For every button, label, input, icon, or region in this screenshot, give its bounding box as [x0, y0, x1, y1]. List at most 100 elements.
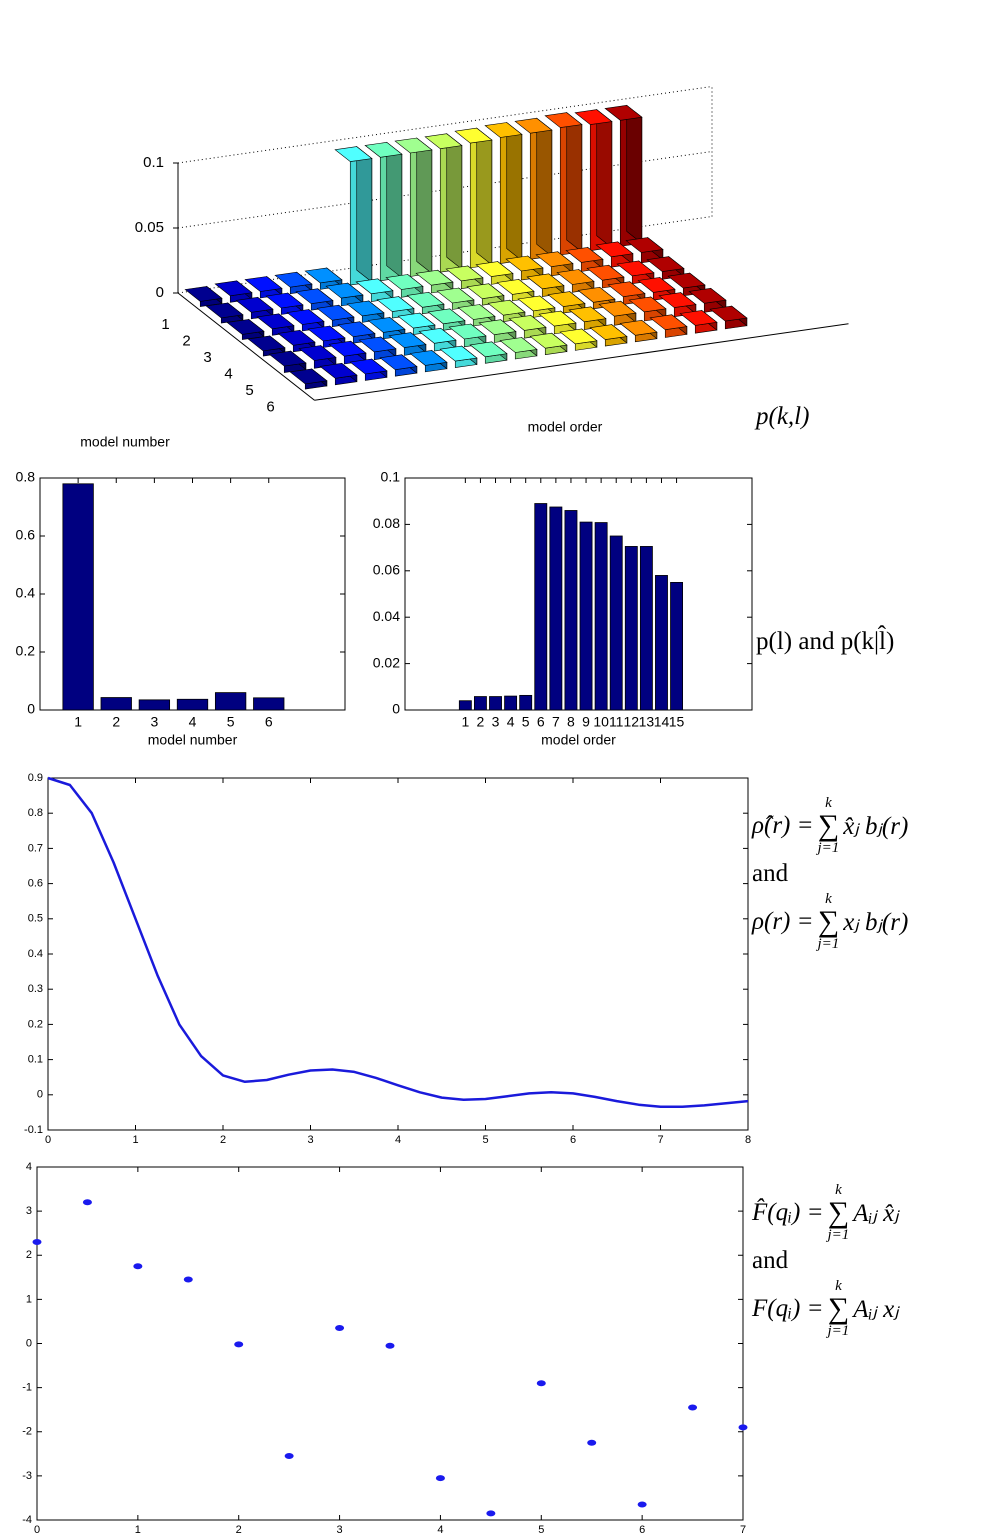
bar-3d [379, 354, 418, 377]
bar-3d [469, 341, 508, 364]
bar-3d [304, 267, 343, 290]
formula-lhs: F(qᵢ) = [752, 1295, 824, 1322]
bar-face [628, 296, 667, 313]
y-tick-label: 0.5 [28, 913, 43, 925]
bar-face [559, 328, 598, 345]
y-tick-label: 0.1 [381, 469, 401, 485]
bar-3d [619, 319, 658, 343]
bar-3d [457, 303, 496, 327]
x-tick-label: 15 [669, 713, 685, 729]
bar-3d [499, 336, 538, 360]
y-tick-label: 0.02 [373, 654, 400, 670]
bar-3d [226, 318, 265, 340]
floor-edge [177, 292, 315, 401]
bar [504, 695, 518, 711]
bar-3d [394, 137, 433, 277]
bar-face [688, 287, 727, 304]
bar [253, 697, 285, 711]
bar-face [646, 256, 685, 272]
formula-rhs: xⱼ bⱼ(r) [843, 909, 909, 936]
bar-3d [268, 350, 307, 373]
formula: F̂(qᵢ) = k ∑ j=1 Aᵢⱼ x̂ⱼ [752, 1180, 899, 1246]
sum-lower: j=1 [827, 1227, 850, 1243]
x-tick-label: 8 [567, 713, 575, 729]
y-tick-label: 0.8 [28, 807, 43, 819]
bar-face [256, 313, 295, 330]
bar-face [487, 299, 526, 316]
bar [62, 483, 94, 711]
bar-face [616, 260, 655, 277]
caption: p(k,l) [756, 403, 810, 430]
x-tick-label: 3 [307, 1134, 313, 1146]
bar-face [596, 108, 613, 249]
model-tick-label: 5 [245, 382, 253, 399]
bar-3d [376, 295, 415, 319]
bar-face [337, 321, 376, 338]
formula-rhs: x̂ⱼ bⱼ(r) [843, 813, 909, 840]
bar-face [526, 273, 565, 290]
point [32, 1239, 42, 1246]
bar-face [388, 332, 427, 348]
bar-face [499, 337, 538, 353]
sum-operator: ∑ [827, 1292, 850, 1325]
bar-face [556, 269, 595, 285]
bar [534, 503, 548, 711]
sum-upper: k [825, 795, 832, 811]
formula-lhs: ρ(r) = [752, 908, 814, 935]
bar-face [625, 237, 664, 253]
point [234, 1341, 244, 1348]
formula-block: ρ̂(r) = k ∑ j=1 x̂ⱼ bⱼ(r) and ρ(r) = k ∑ j=1 xⱼ bⱼ… [752, 793, 908, 955]
y-tick-label: 2 [26, 1249, 32, 1261]
bar-face [566, 111, 583, 253]
bar-face [589, 324, 628, 340]
x-tick-label: 2 [477, 713, 485, 729]
bar-face [334, 146, 373, 162]
bar [624, 546, 638, 711]
x-tick-label: 0 [45, 1134, 51, 1146]
bar [670, 582, 684, 711]
x-tick-label: 9 [582, 713, 590, 729]
bar-face [529, 332, 568, 349]
bar-face [226, 319, 265, 335]
y-tick-label: 0.2 [16, 643, 36, 659]
y-tick-label: 0.7 [28, 842, 43, 854]
bar-3d [349, 358, 388, 381]
bar-face [496, 279, 535, 295]
y-tick-label: 4 [26, 1161, 32, 1173]
point [335, 1325, 345, 1332]
bar-face [604, 104, 643, 121]
bar-face [349, 358, 388, 375]
bar-3d [649, 314, 688, 338]
sum-lower: j=1 [827, 1323, 850, 1339]
bar-face [415, 269, 454, 286]
bar-face [325, 282, 364, 299]
bar-3d [424, 133, 463, 273]
x-axis-label: model order [528, 419, 603, 435]
x-tick-label: 6 [639, 1524, 645, 1533]
bar-3d [487, 299, 526, 323]
bar-face [626, 104, 643, 244]
bar-face [319, 362, 358, 379]
point [637, 1501, 647, 1508]
bar [458, 700, 472, 711]
bar-face [466, 283, 505, 300]
y-tick-label: -4 [22, 1514, 32, 1526]
x-tick-label: 7 [552, 713, 560, 729]
x-tick-label: 10 [593, 713, 609, 729]
bar-face [394, 137, 433, 154]
model-tick-label: 6 [266, 399, 274, 416]
bar-3d [514, 117, 553, 260]
bar-face [709, 305, 748, 322]
model-tick-label: 4 [224, 366, 232, 383]
bar-face [484, 122, 523, 138]
x-axis-label: model order [541, 732, 616, 748]
bar-face [304, 267, 343, 284]
bar-face [406, 291, 445, 308]
bar-face [436, 287, 475, 304]
bar-face [476, 127, 493, 266]
x-tick-label: 6 [265, 713, 273, 729]
model-tick-label: 1 [161, 316, 169, 333]
point [284, 1453, 294, 1460]
bar-face [427, 308, 466, 325]
bar-face [658, 292, 697, 308]
